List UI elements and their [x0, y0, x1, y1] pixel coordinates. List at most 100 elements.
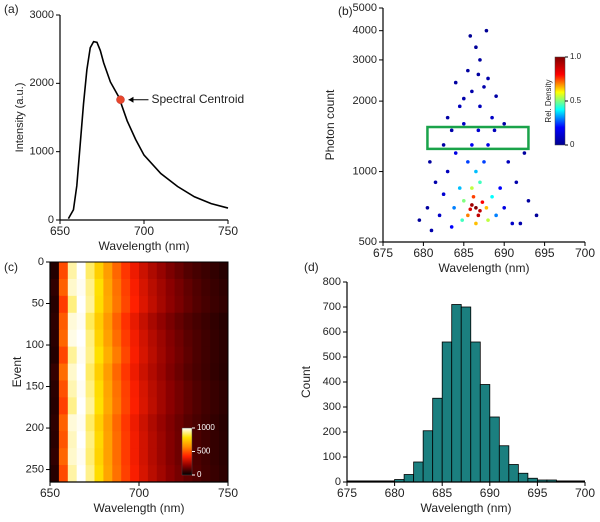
- y-axis-label: Event: [10, 356, 24, 387]
- cell: [67, 397, 78, 415]
- y-tick-label: 3000: [353, 54, 377, 66]
- cell: [165, 262, 175, 280]
- cell: [156, 380, 167, 398]
- cell: [94, 448, 104, 466]
- cell: [174, 448, 184, 466]
- point: [482, 160, 486, 164]
- cell: [85, 431, 95, 449]
- x-tick-label: 700: [129, 486, 149, 500]
- cell: [165, 414, 175, 432]
- cell: [121, 312, 131, 331]
- cell: [94, 312, 104, 331]
- cell: [210, 380, 220, 398]
- cell: [85, 363, 95, 381]
- cell: [121, 262, 131, 280]
- cell: [67, 262, 78, 280]
- y-tick-label: 0: [38, 256, 44, 268]
- cell: [94, 465, 104, 483]
- point: [470, 89, 474, 94]
- bar: [479, 384, 491, 483]
- cell: [174, 278, 184, 297]
- y-tick-label: 700: [323, 301, 341, 313]
- point: [494, 94, 498, 98]
- point: [474, 206, 478, 210]
- cell: [50, 380, 60, 398]
- cell: [219, 397, 229, 415]
- cell: [183, 363, 193, 381]
- line: [67, 40, 229, 220]
- cell: [219, 448, 229, 466]
- cell: [112, 414, 122, 432]
- cell: [165, 380, 175, 398]
- point: [466, 213, 470, 218]
- cell: [165, 278, 175, 297]
- cell: [112, 329, 122, 348]
- cell: [192, 295, 202, 314]
- cell: [67, 329, 78, 348]
- cell: [85, 295, 95, 314]
- cell: [94, 380, 104, 398]
- cell: [219, 380, 229, 398]
- colorbar: [554, 56, 566, 146]
- cell: [103, 329, 113, 348]
- cell: [210, 414, 220, 432]
- x-tick-label: 695: [535, 246, 555, 260]
- cell: [112, 295, 122, 314]
- bar: [508, 464, 519, 483]
- x-axis-label: Wavelength (nm): [421, 501, 512, 515]
- cell: [219, 329, 229, 348]
- cell: [165, 397, 175, 415]
- y-tick-label: 2000: [353, 95, 377, 107]
- cell: [219, 312, 229, 331]
- cell: [183, 397, 193, 415]
- x-tick-label: 690: [494, 246, 514, 260]
- cell: [139, 295, 149, 314]
- cell: [183, 329, 193, 348]
- cell: [121, 414, 131, 432]
- cell: [165, 312, 175, 331]
- y-tick-label: 500: [359, 236, 377, 248]
- bar: [413, 461, 424, 483]
- cell: [76, 448, 86, 466]
- cell: [76, 278, 86, 297]
- highlight-box: [426, 125, 530, 151]
- point: [510, 221, 515, 226]
- cell: [156, 295, 167, 314]
- cell: [201, 448, 211, 466]
- x-tick-label: 695: [527, 486, 547, 500]
- cell: [130, 397, 140, 415]
- x-tick-label: 700: [134, 224, 154, 238]
- cell: [139, 397, 149, 415]
- y-tick-label: 1000: [30, 146, 54, 158]
- y-tick-label: 100: [323, 451, 341, 463]
- colorbar-tick-label: 1000: [197, 423, 215, 432]
- bar: [441, 341, 453, 483]
- cell: [201, 397, 211, 415]
- cell: [156, 346, 167, 364]
- y-tick-label: 0: [48, 214, 54, 226]
- x-axis-label: Wavelength (nm): [94, 501, 185, 515]
- cell: [219, 278, 229, 297]
- cell: [76, 262, 86, 280]
- point: [506, 160, 511, 164]
- cell: [156, 262, 167, 280]
- cell: [147, 465, 158, 483]
- cell: [210, 262, 220, 280]
- cell: [85, 346, 95, 364]
- cell: [174, 414, 184, 432]
- cell: [58, 346, 69, 364]
- cell: [165, 448, 175, 466]
- cell: [130, 295, 140, 314]
- cell: [121, 329, 131, 348]
- cell: [210, 295, 220, 314]
- cell: [121, 363, 131, 381]
- point: [522, 151, 527, 155]
- cell: [94, 262, 104, 280]
- cell: [130, 278, 140, 297]
- point: [471, 195, 476, 199]
- cell: [50, 414, 60, 432]
- x-tick-label: 675: [337, 486, 357, 500]
- y-tick-label: 50: [32, 297, 44, 309]
- point: [486, 218, 490, 222]
- arrow-head: [128, 96, 134, 103]
